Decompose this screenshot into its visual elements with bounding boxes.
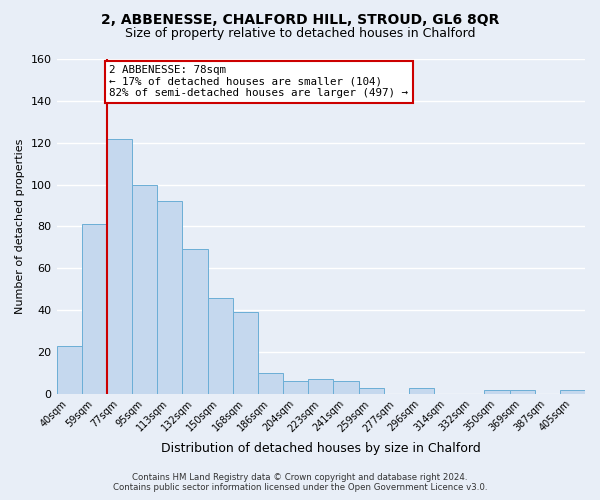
Bar bbox=[560, 390, 585, 394]
Bar bbox=[208, 298, 233, 394]
Bar bbox=[283, 381, 308, 394]
Bar bbox=[484, 390, 509, 394]
Bar bbox=[157, 202, 182, 394]
Y-axis label: Number of detached properties: Number of detached properties bbox=[15, 138, 25, 314]
Bar bbox=[56, 346, 82, 394]
X-axis label: Distribution of detached houses by size in Chalford: Distribution of detached houses by size … bbox=[161, 442, 481, 455]
Bar bbox=[359, 388, 383, 394]
Text: 2, ABBENESSE, CHALFORD HILL, STROUD, GL6 8QR: 2, ABBENESSE, CHALFORD HILL, STROUD, GL6… bbox=[101, 12, 499, 26]
Bar bbox=[233, 312, 258, 394]
Bar bbox=[409, 388, 434, 394]
Text: Size of property relative to detached houses in Chalford: Size of property relative to detached ho… bbox=[125, 28, 475, 40]
Bar bbox=[334, 381, 359, 394]
Bar bbox=[509, 390, 535, 394]
Text: 2 ABBENESSE: 78sqm
← 17% of detached houses are smaller (104)
82% of semi-detach: 2 ABBENESSE: 78sqm ← 17% of detached hou… bbox=[109, 66, 409, 98]
Text: Contains HM Land Registry data © Crown copyright and database right 2024.
Contai: Contains HM Land Registry data © Crown c… bbox=[113, 473, 487, 492]
Bar bbox=[82, 224, 107, 394]
Bar bbox=[132, 184, 157, 394]
Bar bbox=[258, 373, 283, 394]
Bar bbox=[182, 250, 208, 394]
Bar bbox=[308, 379, 334, 394]
Bar bbox=[107, 138, 132, 394]
